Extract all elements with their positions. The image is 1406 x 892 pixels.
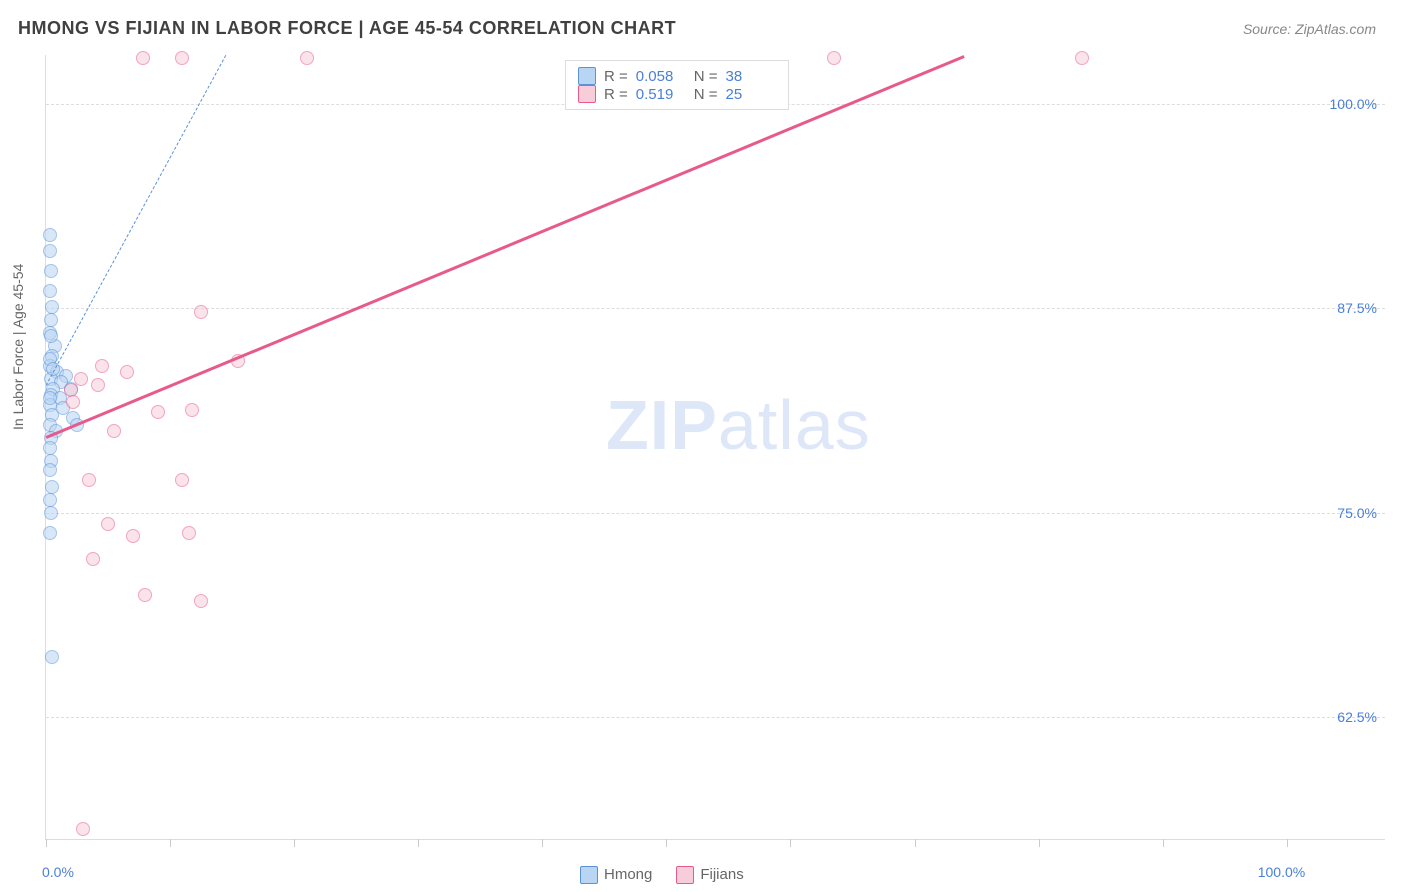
x-tick-mark [1163, 839, 1164, 847]
data-point [43, 463, 57, 477]
y-tick-label: 100.0% [1330, 96, 1377, 112]
x-tick-mark [915, 839, 916, 847]
r-label: R = [604, 68, 628, 85]
legend-item: Hmong [580, 866, 652, 884]
data-point [182, 526, 196, 540]
gridline-h [46, 513, 1385, 514]
plot-area: ZIPatlas 62.5% 75.0% 87.5% 100.0% [45, 55, 1385, 840]
data-point [44, 329, 58, 343]
data-point [136, 51, 150, 65]
data-point [43, 244, 57, 258]
data-point [101, 517, 115, 531]
data-point [175, 473, 189, 487]
r-value: 0.519 [636, 86, 686, 103]
chart-title: HMONG VS FIJIAN IN LABOR FORCE | AGE 45-… [18, 18, 676, 39]
data-point [45, 650, 59, 664]
data-point [43, 526, 57, 540]
source-label: Source: ZipAtlas.com [1243, 21, 1376, 37]
legend-swatch [578, 67, 596, 85]
y-tick-label: 75.0% [1337, 505, 1377, 521]
x-tick-mark [542, 839, 543, 847]
correlation-legend: R = 0.058 N = 38 R = 0.519 N = 25 [565, 60, 789, 110]
data-point [827, 51, 841, 65]
legend-row: R = 0.058 N = 38 [578, 67, 776, 85]
legend-item: Fijians [676, 866, 743, 884]
x-axis-max-label: 100.0% [1258, 864, 1305, 880]
x-tick-mark [418, 839, 419, 847]
data-point [44, 506, 58, 520]
legend-row: R = 0.519 N = 25 [578, 85, 776, 103]
data-point [194, 305, 208, 319]
data-point [185, 403, 199, 417]
x-tick-mark [1287, 839, 1288, 847]
data-point [107, 424, 121, 438]
data-point [45, 480, 59, 494]
x-axis-min-label: 0.0% [42, 864, 74, 880]
n-value: 25 [726, 86, 776, 103]
data-point [66, 395, 80, 409]
data-point [126, 529, 140, 543]
legend-swatch [676, 866, 694, 884]
data-point [138, 588, 152, 602]
y-tick-label: 87.5% [1337, 300, 1377, 316]
legend-swatch [578, 85, 596, 103]
data-point [43, 228, 57, 242]
data-point [44, 264, 58, 278]
y-tick-label: 62.5% [1337, 709, 1377, 725]
data-point [120, 365, 134, 379]
data-point [76, 822, 90, 836]
data-point [175, 51, 189, 65]
data-point [86, 552, 100, 566]
r-label: R = [604, 86, 628, 103]
data-point [74, 372, 88, 386]
data-point [300, 51, 314, 65]
regression-line-fijians [46, 55, 965, 438]
x-tick-mark [790, 839, 791, 847]
legend-swatch [580, 866, 598, 884]
legend-label: Fijians [700, 866, 743, 883]
x-tick-mark [1039, 839, 1040, 847]
y-axis-label: In Labor Force | Age 45-54 [10, 264, 26, 430]
n-label: N = [694, 86, 718, 103]
gridline-h [46, 717, 1385, 718]
x-tick-mark [46, 839, 47, 847]
data-point [91, 378, 105, 392]
n-label: N = [694, 68, 718, 85]
r-value: 0.058 [636, 68, 686, 85]
data-point [43, 493, 57, 507]
data-point [194, 594, 208, 608]
data-point [151, 405, 165, 419]
legend-label: Hmong [604, 866, 652, 883]
data-point [95, 359, 109, 373]
data-point [1075, 51, 1089, 65]
x-tick-mark [294, 839, 295, 847]
data-point [43, 284, 57, 298]
n-value: 38 [726, 68, 776, 85]
x-tick-mark [170, 839, 171, 847]
series-legend: Hmong Fijians [580, 866, 744, 884]
data-point [43, 391, 57, 405]
data-point [45, 300, 59, 314]
watermark: ZIPatlas [606, 385, 871, 465]
data-point [44, 313, 58, 327]
x-tick-mark [666, 839, 667, 847]
data-point [43, 441, 57, 455]
data-point [82, 473, 96, 487]
gridline-h [46, 308, 1385, 309]
